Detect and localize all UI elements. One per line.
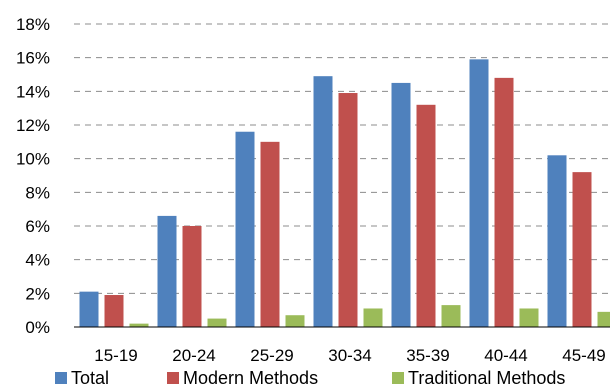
bar-traditional-methods <box>441 305 461 327</box>
bar-traditional-methods <box>519 308 539 327</box>
legend: Total Modern Methods Traditional Methods <box>55 368 565 387</box>
legend-label: Total <box>71 368 109 387</box>
x-tick-label: 40-44 <box>484 346 527 365</box>
bars <box>79 59 610 328</box>
bar-modern-methods <box>572 172 592 327</box>
bar-traditional-methods <box>285 315 305 327</box>
y-tick-label: 2% <box>25 284 50 303</box>
legend-swatch <box>55 372 67 384</box>
legend-item-modern-methods: Modern Methods <box>167 368 318 387</box>
legend-swatch <box>392 372 404 384</box>
x-tick-label: 20-24 <box>172 346 215 365</box>
legend-label: Traditional Methods <box>408 368 565 387</box>
x-axis-ticks: 15-19 20-24 25-29 30-34 35-39 40-44 45-49 <box>94 346 605 365</box>
bar-total <box>235 131 255 327</box>
y-tick-label: 8% <box>25 183 50 202</box>
y-tick-label: 12% <box>16 116 50 135</box>
x-tick-label: 30-34 <box>328 346 371 365</box>
x-tick-label: 25-29 <box>250 346 293 365</box>
bar-total <box>79 291 99 327</box>
bar-traditional-methods <box>207 318 227 327</box>
bar-modern-methods <box>338 93 358 328</box>
legend-label: Modern Methods <box>183 368 318 387</box>
bar-total <box>313 76 333 327</box>
y-tick-label: 0% <box>25 318 50 337</box>
bar-modern-methods <box>260 141 280 327</box>
bar-traditional-methods <box>129 323 149 327</box>
bar-modern-methods <box>416 104 436 327</box>
bar-modern-methods <box>104 295 124 327</box>
bar-modern-methods <box>494 77 514 327</box>
y-axis-ticks: 0% 2% 4% 6% 8% 10% 12% 14% 16% 18% <box>16 15 50 337</box>
legend-item-traditional-methods: Traditional Methods <box>392 368 565 387</box>
bar-total <box>391 82 411 328</box>
bar-traditional-methods <box>597 311 610 327</box>
y-tick-label: 4% <box>25 251 50 270</box>
bar-total <box>469 59 489 327</box>
x-tick-label: 35-39 <box>406 346 449 365</box>
bar-traditional-methods <box>363 308 383 327</box>
y-tick-label: 16% <box>16 49 50 68</box>
x-tick-label: 45-49 <box>562 346 605 365</box>
bar-total <box>547 155 567 327</box>
bar-total <box>157 215 177 327</box>
bar-modern-methods <box>182 226 202 327</box>
y-tick-label: 14% <box>16 82 50 101</box>
x-tick-label: 15-19 <box>94 346 137 365</box>
y-tick-label: 18% <box>16 15 50 34</box>
legend-swatch <box>167 372 179 384</box>
y-tick-label: 10% <box>16 150 50 169</box>
legend-item-total: Total <box>55 368 109 387</box>
y-tick-label: 6% <box>25 217 50 236</box>
